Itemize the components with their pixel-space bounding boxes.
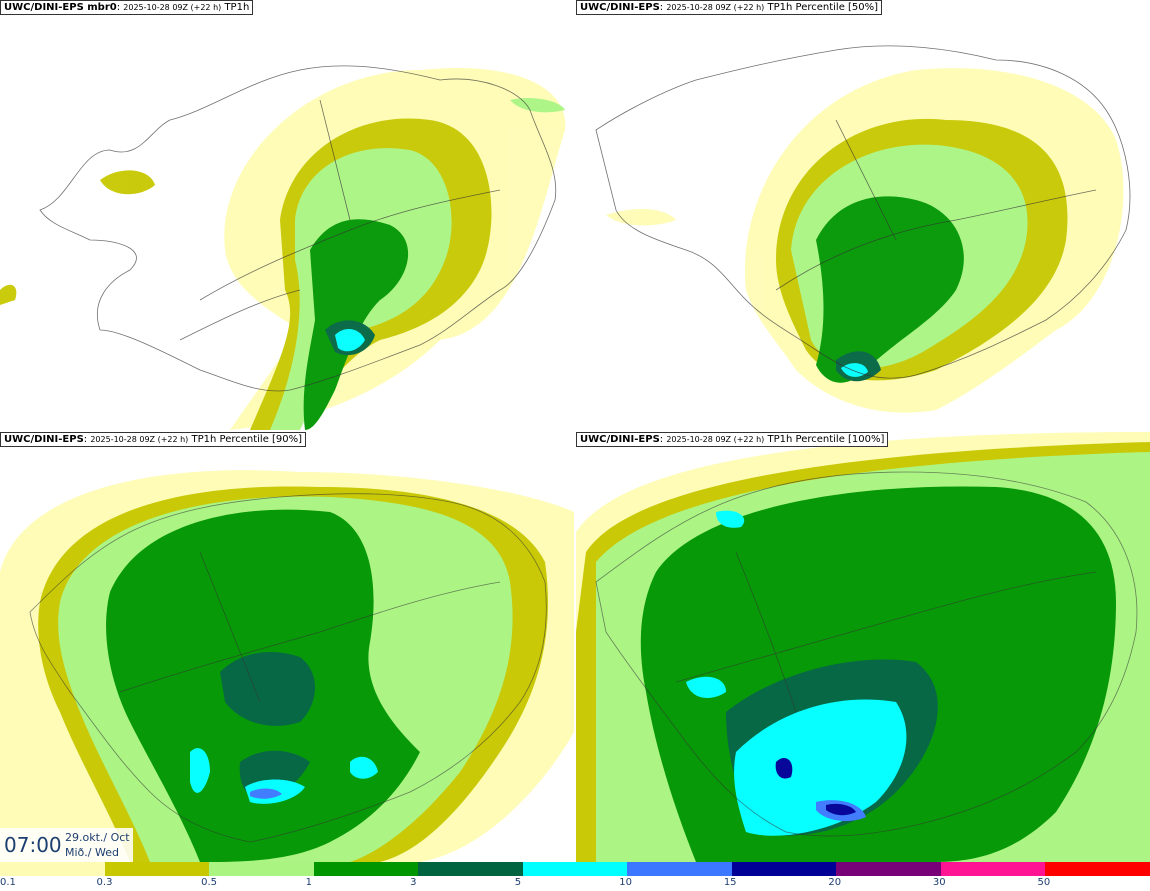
map-panel-p90: UWC/DINI-EPS: 2025-10-28 09Z (+22 h) TP1… [0,432,574,862]
colorbar-segment [731,862,837,876]
valid-time-box: 07:00 29.okt./ Oct Mið./ Wed [0,828,133,862]
map-panel-p100: UWC/DINI-EPS: 2025-10-28 09Z (+22 h) TP1… [576,432,1150,862]
colorbar-tick-label: 10 [619,877,632,888]
map-panel-mbr0: UWC/DINI-EPS mbr0: 2025-10-28 09Z (+22 h… [0,0,574,430]
panel-title: UWC/DINI-EPS: 2025-10-28 09Z (+22 h) TP1… [0,432,307,447]
colorbar-segment [627,862,732,876]
colorbar-tick-label: 0.5 [201,877,217,888]
colorbar-segment [0,862,105,876]
colorbar-tick-label: 20 [828,877,842,888]
panel-title: UWC/DINI-EPS: 2025-10-28 09Z (+22 h) TP1… [576,0,883,15]
panel-divider-horizontal [0,430,1150,432]
colorbar-segment [836,862,941,876]
colorbar-segment [209,862,314,876]
map-panel-p50: UWC/DINI-EPS: 2025-10-28 09Z (+22 h) TP1… [576,0,1150,430]
panel-title: UWC/DINI-EPS: 2025-10-28 09Z (+22 h) TP1… [576,432,889,447]
colorbar-tick-label: 0.1 [0,877,16,888]
colorbar-segment [418,862,523,876]
colorbar-tick-label: 50 [1037,877,1051,888]
colorbar-tick-label: 5 [514,877,522,888]
valid-weekday: Mið./ Wed [65,846,119,859]
colorbar-labels: 0.1 0.3 0.5 1 3 5 10 15 20 30 50 [0,876,1150,891]
colorbar-segment [104,862,210,876]
colorbar-segment [1045,862,1150,876]
colorbar-tick-label: 0.3 [96,877,113,888]
colorbar-segment [522,862,628,876]
colorbar-tick-label: 15 [723,877,737,888]
colorbar-tick-label: 1 [305,877,312,888]
valid-date: 29.okt./ Oct [65,831,130,844]
colorbar-tick-label: 30 [932,877,946,888]
colorbar-segment [940,862,1046,876]
colorbar-tick-label: 3 [410,877,417,888]
panel-title: UWC/DINI-EPS mbr0: 2025-10-28 09Z (+22 h… [0,0,254,15]
colorbar-segment [313,862,419,876]
valid-time: 07:00 [4,833,62,857]
precip-colorbar [0,862,1150,876]
